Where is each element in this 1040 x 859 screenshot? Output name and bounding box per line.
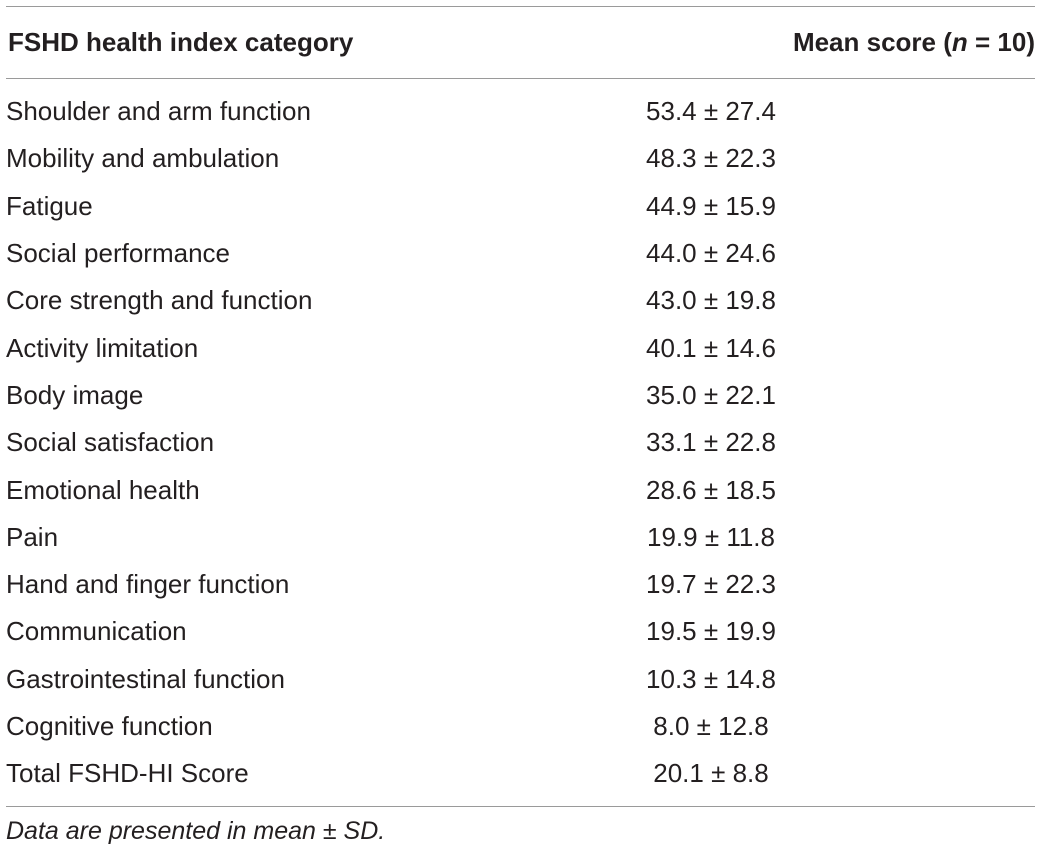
row-category: Gastrointestinal function: [6, 663, 285, 694]
table-row: Fatigue 44.9 ± 15.9: [6, 183, 1035, 230]
row-category: Social satisfaction: [6, 427, 215, 458]
table-row: Social performance 44.0 ± 24.6: [6, 230, 1035, 277]
row-score: 40.1 ± 14.6: [646, 332, 776, 363]
table-row: Total FSHD-HI Score 20.1 ± 8.8: [6, 750, 1035, 797]
row-score: 44.9 ± 15.9: [646, 190, 776, 221]
row-category: Emotional health: [6, 474, 200, 505]
header-score-prefix: Mean score (: [792, 27, 952, 57]
row-score: 19.5 ± 19.9: [646, 616, 776, 647]
row-score: 28.6 ± 18.5: [646, 474, 776, 505]
table-row: Emotional health 28.6 ± 18.5: [6, 466, 1035, 513]
table-row: Shoulder and arm function 53.4 ± 27.4: [6, 88, 1035, 135]
row-category: Body image: [6, 379, 144, 410]
row-category: Communication: [6, 616, 187, 647]
table-row: Activity limitation 40.1 ± 14.6: [6, 324, 1035, 371]
table-row: Body image 35.0 ± 22.1: [6, 372, 1035, 419]
row-score: 33.1 ± 22.8: [646, 427, 776, 458]
row-category: Activity limitation: [6, 332, 199, 363]
table-row: Pain 19.9 ± 11.8: [6, 514, 1035, 561]
table-row: Mobility and ambulation 48.3 ± 22.3: [6, 135, 1035, 182]
row-category: Pain: [6, 521, 59, 552]
header-category: FSHD health index category: [8, 27, 354, 57]
table-row: Hand and finger function 19.7 ± 22.3: [6, 561, 1035, 608]
header-score-suffix: = 10): [967, 27, 1035, 57]
row-category: Total FSHD-HI Score: [6, 758, 249, 789]
row-score: 44.0 ± 24.6: [646, 238, 776, 269]
table-row: Social satisfaction 33.1 ± 22.8: [6, 419, 1035, 466]
row-category: Social performance: [6, 238, 230, 269]
row-category: Shoulder and arm function: [6, 96, 311, 127]
table-row: Gastrointestinal function 10.3 ± 14.8: [6, 656, 1035, 703]
bottom-rule: [6, 806, 1035, 808]
row-score: 10.3 ± 14.8: [646, 663, 776, 694]
header-score-n: n: [951, 27, 968, 57]
table-row: Cognitive function 8.0 ± 12.8: [6, 703, 1035, 750]
header-rule: [6, 78, 1035, 79]
row-score: 53.4 ± 27.4: [646, 96, 776, 127]
header-score: Mean score (n = 10): [755, 27, 1035, 58]
table-row: Communication 19.5 ± 19.9: [6, 608, 1035, 655]
table-body: Shoulder and arm function 53.4 ± 27.4 Mo…: [6, 79, 1035, 806]
row-score: 8.0 ± 12.8: [653, 711, 769, 741]
row-score: 48.3 ± 22.3: [646, 143, 776, 174]
row-category: Mobility and ambulation: [6, 143, 280, 174]
table-footnote: Data are presented in mean ± SD.: [6, 817, 386, 846]
table-header: FSHD health index category Mean score (n…: [6, 7, 1035, 78]
row-score: 19.9 ± 11.8: [647, 521, 775, 552]
row-category: Core strength and function: [6, 285, 313, 316]
row-category: Cognitive function: [6, 711, 213, 741]
row-score: 43.0 ± 19.8: [646, 285, 776, 316]
table-row: Core strength and function 43.0 ± 19.8: [6, 277, 1035, 324]
row-score: 20.1 ± 8.8: [653, 758, 769, 789]
top-rule: [6, 6, 1035, 7]
row-score: 19.7 ± 22.3: [646, 569, 776, 600]
data-table: FSHD health index category Mean score (n…: [6, 6, 1035, 846]
row-category: Fatigue: [6, 190, 93, 221]
row-category: Hand and finger function: [6, 569, 290, 600]
row-score: 35.0 ± 22.1: [646, 379, 776, 410]
